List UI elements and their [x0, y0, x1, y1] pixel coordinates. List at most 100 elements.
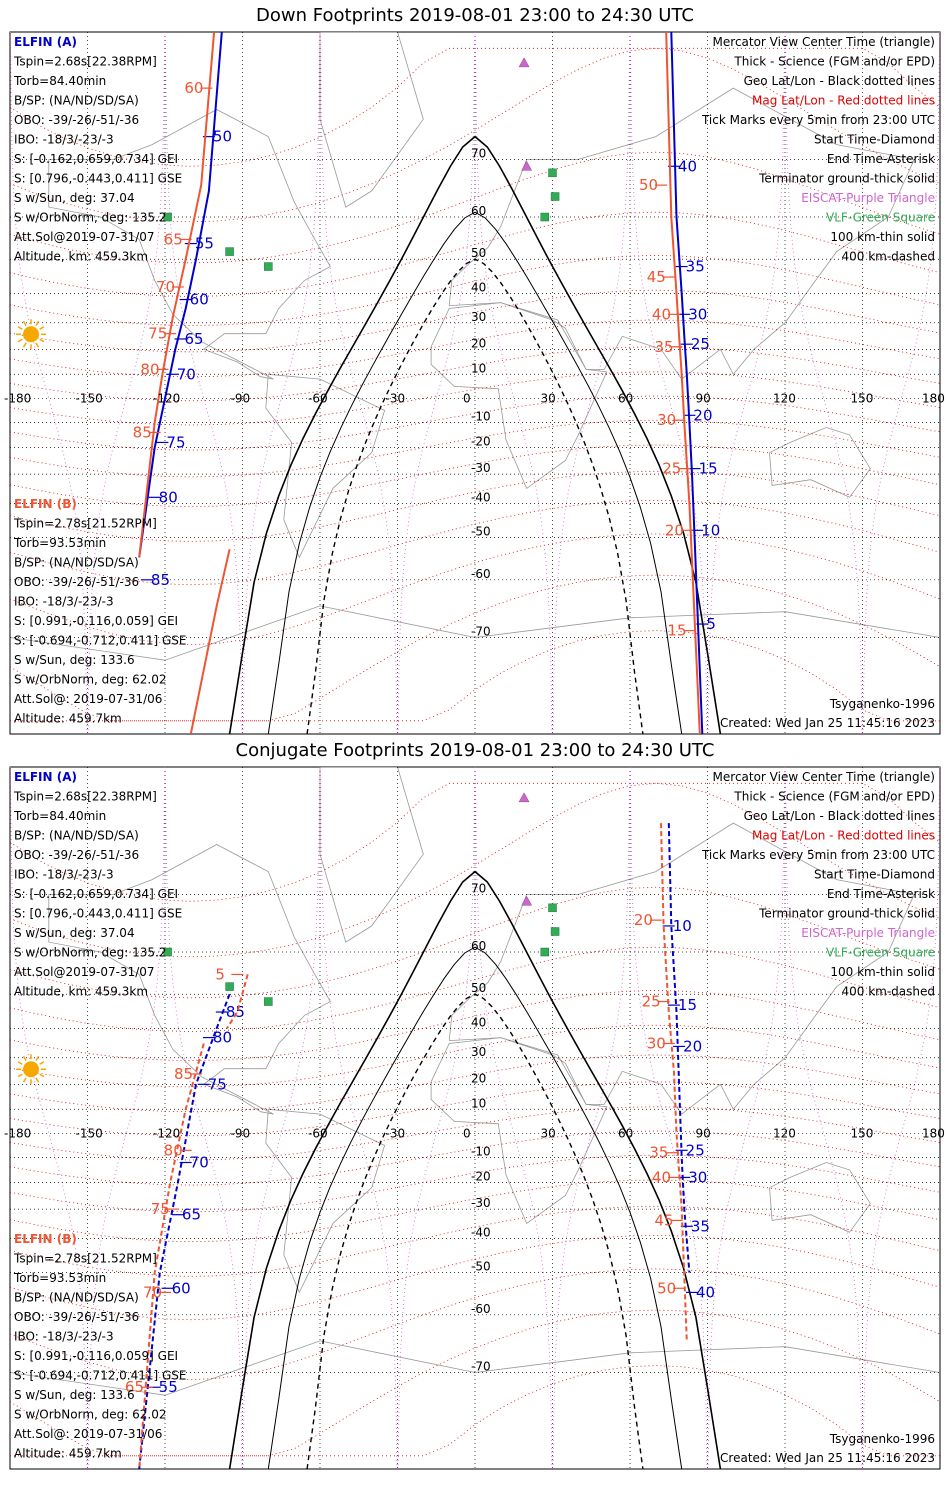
coastline [448, 822, 915, 1115]
elfin-a-tick-label: 65 [182, 1206, 201, 1224]
lon-tick-label: 60 [618, 391, 633, 405]
elfin-b-tick-label: 20 [634, 911, 653, 929]
elfin-a-tick-label: 55 [159, 1378, 178, 1396]
lon-tick-label: -180 [4, 1126, 31, 1140]
elfin-b-tick-label: 85 [174, 1065, 193, 1083]
elfin-a-track [138, 32, 223, 558]
vlf-station-square [163, 947, 172, 957]
coastline [48, 844, 331, 1115]
satellite-info-line: S w/Sun, deg: 133.6 [14, 653, 135, 667]
legend-line: VLF-Green Square [826, 211, 935, 225]
coastline [265, 1108, 386, 1294]
lon-tick-label: 30 [541, 1126, 556, 1140]
elfin-a-tick-label: 60 [172, 1279, 191, 1297]
lat-tick-label: -50 [471, 525, 491, 539]
satellite-info-line: S: [0.796,-0.443,0.411] GSE [14, 172, 182, 186]
mag-parallel [10, 319, 940, 378]
mag-meridian [707, 32, 785, 734]
elfin-a-tick-label: 40 [678, 157, 697, 175]
vlf-station-square [550, 927, 560, 936]
satellite-info-line: Altitude, km: 459.3km [14, 985, 148, 999]
legend-line: Geo Lat/Lon - Black dotted lines [744, 809, 935, 823]
satellite-name: ELFIN (A) [14, 770, 77, 784]
satellite-info-line: IBO: -18/3/-23/-3 [14, 868, 114, 882]
lat-tick-label: 60 [471, 204, 486, 218]
eiscat-triangle [518, 57, 530, 68]
elfin-a-tick-label: 15 [678, 996, 697, 1014]
lat-tick-label: 20 [471, 336, 486, 350]
lat-tick-label: -20 [471, 1170, 491, 1184]
lon-tick-label: 120 [773, 391, 796, 405]
elfin-a-tick-label: 85 [151, 571, 170, 589]
mag-meridian [785, 32, 863, 734]
lat-tick-label: -40 [471, 1226, 491, 1240]
coastline [430, 302, 608, 490]
legend-line: Start Time-Diamond [814, 868, 935, 882]
coastline [265, 373, 386, 559]
lon-tick-label: -120 [153, 391, 180, 405]
eiscat-triangle [521, 160, 533, 171]
lat-tick-label: -10 [471, 410, 491, 424]
terminator-400km [306, 258, 644, 734]
lon-tick-label: -150 [76, 391, 103, 405]
elfin-a-tick-label: 25 [691, 335, 710, 353]
elfin-b-tick-label: 30 [647, 1035, 666, 1053]
legend-line: 400 km-dashed [841, 985, 935, 999]
satellite-info-line: Tspin=2.78s[21.52RPM] [13, 517, 157, 531]
lon-tick-label: -180 [4, 391, 31, 405]
elfin-b-tick-label: 65 [164, 230, 183, 248]
vlf-station-square [163, 212, 172, 222]
model-name: Tsyganenko-1996 [829, 697, 935, 711]
legend-line: Tick Marks every 5min from 23:00 UTC [701, 113, 935, 127]
elfin-a-tick-label: 35 [686, 258, 705, 276]
elfin-b-tick-label: 40 [652, 305, 671, 323]
satellite-info-line: Tspin=2.78s[21.52RPM] [13, 1252, 157, 1266]
satellite-info-line: S: [-0.694,-0.712,0.411] GSE [14, 634, 187, 648]
legend-line: End Time-Asterisk [827, 152, 935, 166]
lon-tick-label: -30 [386, 391, 406, 405]
lon-tick-label: 180 [922, 391, 945, 405]
satellite-info-line: Att.Sol@: 2019-07-31/06 [14, 692, 162, 706]
created-timestamp: Created: Wed Jan 25 11:45:16 2023 [720, 1451, 935, 1465]
mag-parallel [10, 1106, 940, 1161]
terminator-400km [306, 993, 644, 1469]
mag-meridian [397, 767, 475, 1469]
satellite-info-line: Att.Sol@2019-07-31/07 [14, 230, 155, 244]
lat-tick-label: -70 [471, 624, 491, 638]
satellite-info-line: S w/Sun, deg: 37.04 [14, 926, 135, 940]
legend-line: Thick - Science (FGM and/or EPD) [733, 55, 935, 69]
terminator-ground [228, 135, 722, 734]
satellite-info-line: S: [0.796,-0.443,0.411] GSE [14, 907, 182, 921]
legend-line: Geo Lat/Lon - Black dotted lines [744, 74, 935, 88]
mag-parallel [10, 1365, 940, 1457]
lon-tick-label: 180 [922, 1126, 945, 1140]
elfin-a-track [138, 993, 231, 1469]
mag-parallel [10, 1234, 940, 1321]
satellite-info-line: Torb=93.53min [13, 1271, 106, 1285]
elfin-a-tick-label: 75 [166, 433, 185, 451]
legend-line: Thick - Science (FGM and/or EPD) [733, 790, 935, 804]
lon-tick-label: 90 [696, 1126, 711, 1140]
elfin-b-tick-label: 75 [151, 1200, 170, 1218]
mag-parallel [10, 254, 940, 326]
elfin-b-tick-label: 50 [657, 1279, 676, 1297]
mag-parallel [10, 395, 940, 451]
satellite-info-line: B/SP: (NA/ND/SD/SA) [14, 829, 139, 843]
mag-parallel [10, 1081, 940, 1137]
mag-meridian [552, 767, 630, 1469]
lon-tick-label: 150 [851, 1126, 874, 1140]
legend-line: Mag Lat/Lon - Red dotted lines [752, 94, 935, 108]
elfin-a-tick-label: 5 [706, 615, 716, 633]
satellite-info-line: Att.Sol@: 2019-07-31/06 [14, 1427, 162, 1441]
elfin-b-tick-label: 30 [657, 411, 676, 429]
vlf-station-square [550, 192, 560, 201]
down-footprints-map: 50 55 60 65 70 75 80 85 40 35 30 25 20 15 10 5 60 65 70 75 8… [4, 31, 945, 735]
lat-tick-label: 20 [471, 1071, 486, 1085]
lat-tick-label: 10 [471, 1096, 486, 1110]
eiscat-triangle [521, 895, 533, 906]
elfin-b-tick-label: 35 [655, 338, 674, 356]
lon-tick-label: -60 [308, 1126, 328, 1140]
satellite-info-line: S w/OrbNorm, deg: 62.02 [14, 1408, 166, 1422]
satellite-info-line: Tspin=2.68s[22.38RPM] [13, 790, 157, 804]
mag-parallel [10, 444, 940, 508]
